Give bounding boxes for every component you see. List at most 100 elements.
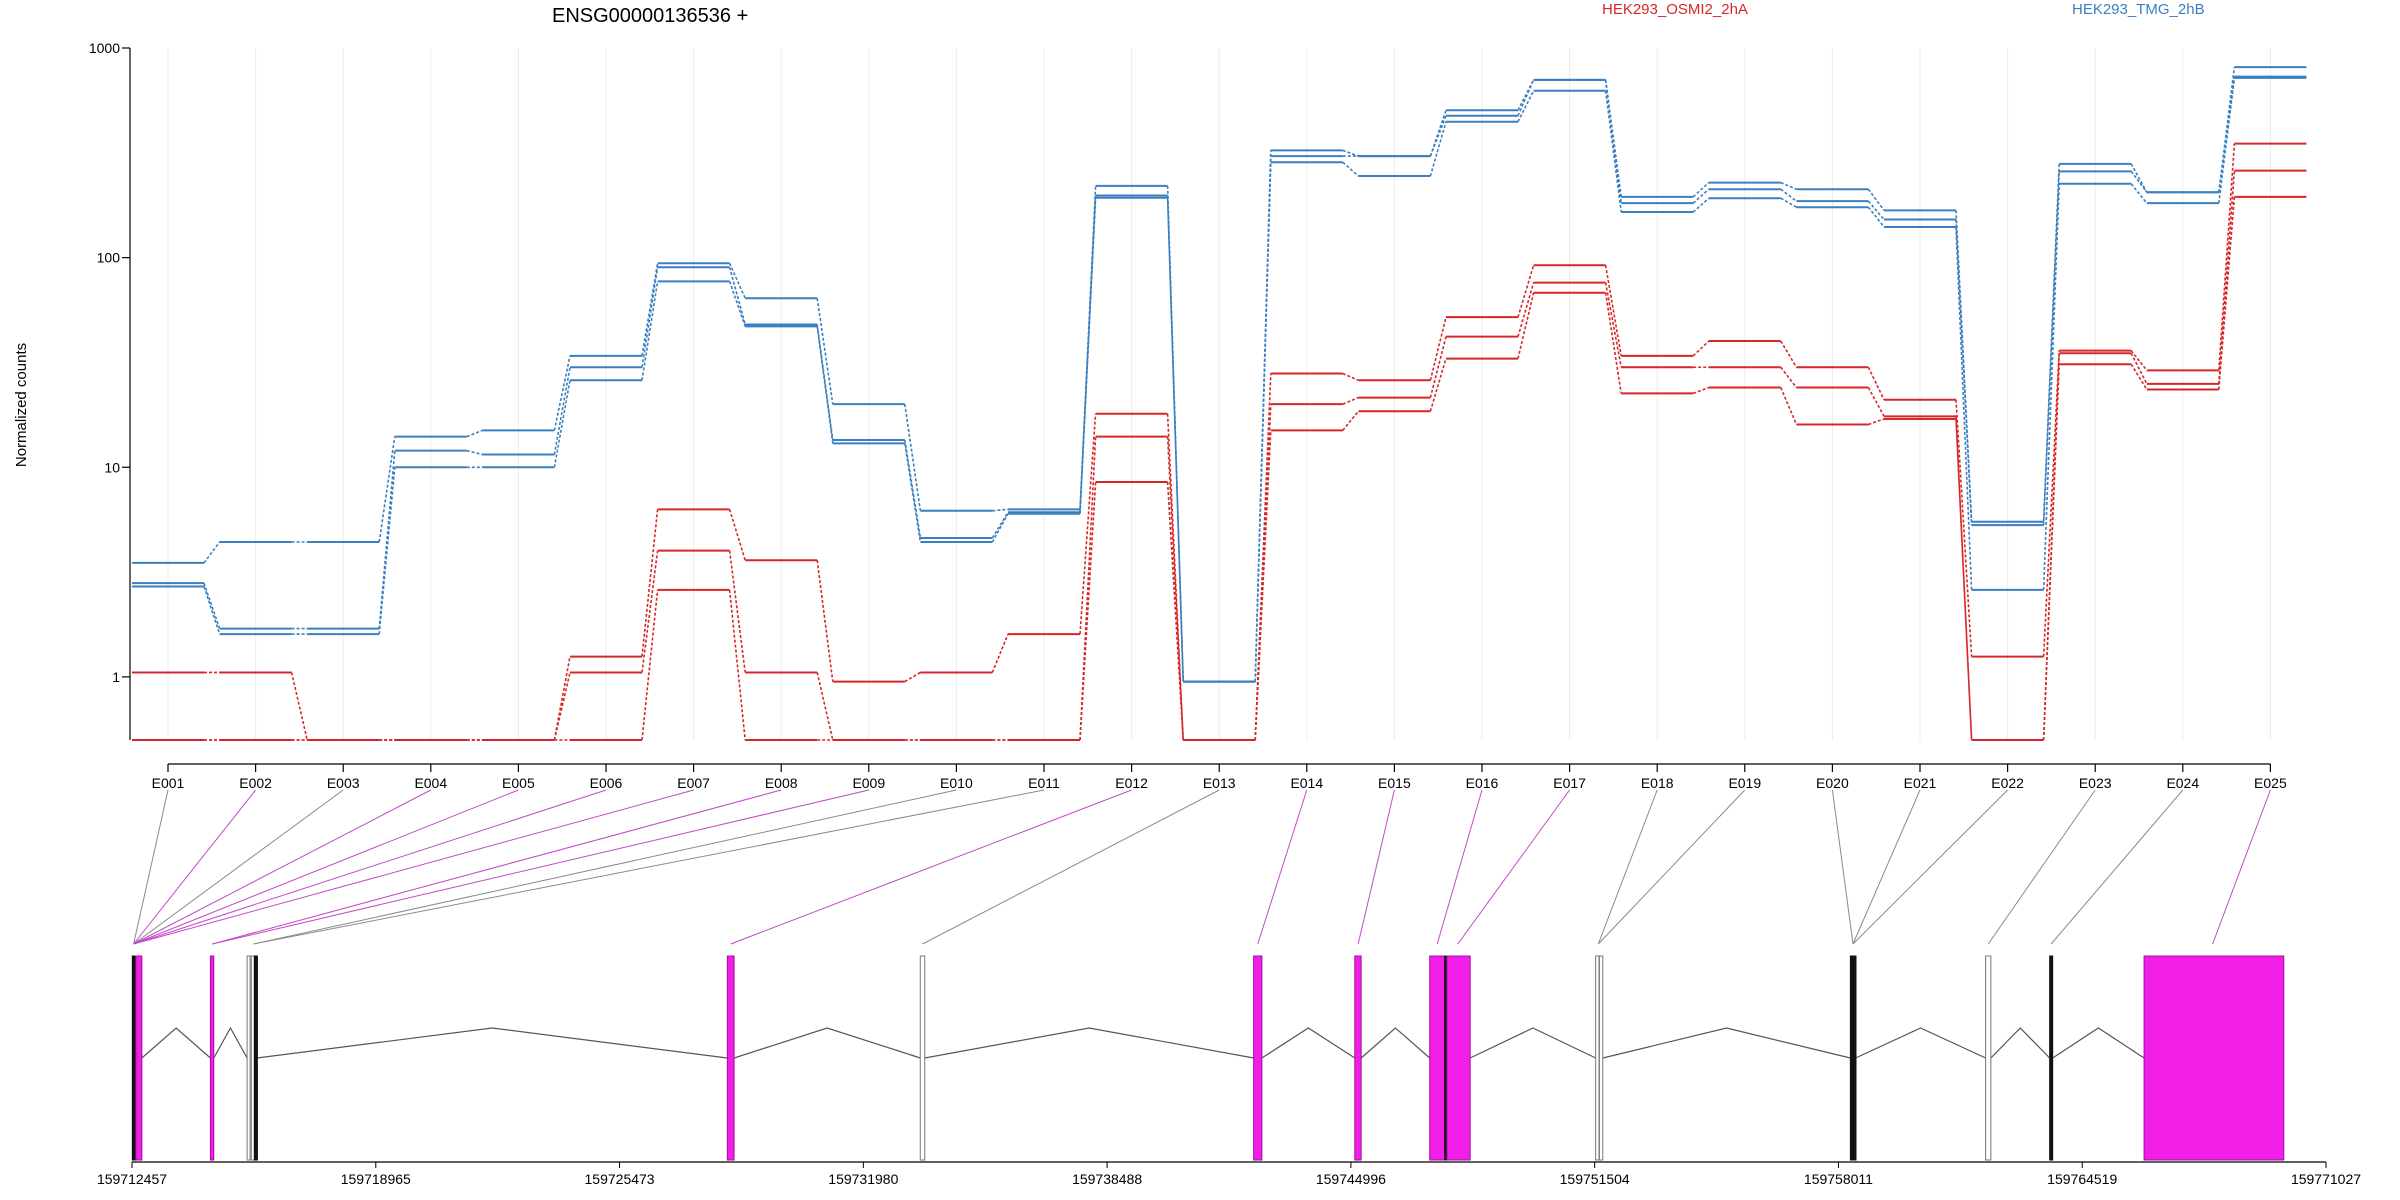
x-tick-label: E018 xyxy=(1641,775,1674,791)
exon-link xyxy=(1436,789,1483,945)
series-line xyxy=(132,195,2307,741)
connector-segment xyxy=(991,633,1009,673)
connector-segment xyxy=(203,541,221,564)
connector-segment xyxy=(2218,143,2236,371)
exon-link xyxy=(133,789,432,945)
y-axis-label: Normalized counts xyxy=(13,343,30,467)
exon-link xyxy=(253,789,1045,945)
connector-segment xyxy=(1955,399,1973,657)
x-tick-label: E015 xyxy=(1378,775,1411,791)
exon-box xyxy=(1852,955,1857,1161)
connector-segment xyxy=(641,281,659,381)
connector-segment xyxy=(1604,292,1622,394)
exon-box xyxy=(1595,955,1600,1161)
x-tick-label: E007 xyxy=(677,775,710,791)
connector-segment xyxy=(816,298,834,405)
x-tick-label: E013 xyxy=(1203,775,1236,791)
exon-link xyxy=(212,789,782,945)
genomic-tick-label: 159744996 xyxy=(1316,1171,1386,1187)
x-tick-label: E001 xyxy=(152,775,185,791)
series-line xyxy=(132,76,2307,683)
connector-segment xyxy=(1166,482,1184,741)
x-tick-label: E002 xyxy=(239,775,272,791)
connector-segment xyxy=(1604,265,1622,356)
genomic-axis: 159712457 159718965 159725473 159731980 1597… xyxy=(97,1161,2361,1187)
connector-segment xyxy=(1692,182,1710,198)
connector-segment xyxy=(904,439,922,539)
connector-segment xyxy=(2130,183,2148,204)
connector-segment xyxy=(1867,188,1885,211)
connector-segment xyxy=(1780,387,1798,425)
x-tick-label: E006 xyxy=(590,775,623,791)
x-tick-label: E019 xyxy=(1728,775,1761,791)
connector-segment xyxy=(1254,430,1272,741)
exon-link xyxy=(212,789,869,945)
connector-segment xyxy=(1780,188,1797,202)
connector-segment xyxy=(1780,181,1797,190)
legend-entry: HEK293_TMG_2hB xyxy=(2072,1,2205,18)
intron-line xyxy=(1261,1027,1356,1059)
connector-segment xyxy=(641,550,659,673)
connector-segment xyxy=(1429,336,1447,398)
connector-segment xyxy=(2042,183,2060,590)
genomic-tick-label: 159771027 xyxy=(2291,1171,2361,1187)
connector-segment xyxy=(1079,413,1097,635)
exon-link xyxy=(133,789,169,945)
x-tick-label: E025 xyxy=(2254,775,2287,791)
connector-segment xyxy=(1692,340,1710,357)
x-tick-label: E011 xyxy=(1028,775,1060,791)
connector-segment xyxy=(1867,366,1885,401)
x-tick-label: E010 xyxy=(940,775,973,791)
connector-segment xyxy=(1429,316,1447,381)
x-tick-label: E009 xyxy=(852,775,885,791)
exon-link xyxy=(133,789,256,945)
intron-line xyxy=(256,1027,728,1059)
connector-segment xyxy=(1079,482,1097,741)
exon-link xyxy=(1357,789,1395,945)
connector-segment xyxy=(1342,410,1360,431)
genomic-tick-label: 159731980 xyxy=(828,1171,898,1187)
legend-entry: HEK293_OSMI2_2hA xyxy=(1602,1,1748,18)
connector-segment xyxy=(1079,195,1097,513)
connector-segment xyxy=(641,509,659,657)
connector-segment xyxy=(992,508,1009,512)
exon-link xyxy=(133,789,607,945)
exon-link xyxy=(1831,789,1854,945)
x-tick-label: E021 xyxy=(1904,775,1937,791)
series-group xyxy=(132,66,2307,741)
connector-segment xyxy=(641,589,659,741)
connector-segment xyxy=(378,436,396,543)
genomic-tick-label: 159725473 xyxy=(585,1171,655,1187)
connector-segment xyxy=(1780,340,1798,368)
connector-segment xyxy=(1868,418,1885,426)
connector-segment xyxy=(1517,90,1535,123)
connector-segment xyxy=(904,404,922,511)
connector-segment xyxy=(728,550,746,673)
exon-link xyxy=(2050,789,2184,945)
genomic-tick-label: 159764519 xyxy=(2047,1171,2117,1187)
connector-segment xyxy=(2218,196,2236,390)
connector-segment xyxy=(2042,350,2060,657)
exon-box xyxy=(726,955,735,1161)
exon-box xyxy=(246,955,251,1161)
genomic-tick-label: 159712457 xyxy=(97,1171,167,1187)
genomic-tick-label: 159718965 xyxy=(341,1171,411,1187)
axes: 1 10 100 1000 E001 E002 E003 E004 E005 E006 E007 E0… xyxy=(89,40,2287,791)
exon-link xyxy=(730,789,1132,945)
exon-box xyxy=(2143,955,2285,1161)
connector-segment xyxy=(2042,171,2060,526)
exon-box xyxy=(1354,955,1362,1161)
connector-segment xyxy=(1517,79,1535,111)
connector-segment xyxy=(728,281,746,327)
exon-link xyxy=(253,789,957,945)
connector-segment xyxy=(1780,366,1798,389)
x-tick-label: E016 xyxy=(1466,775,1499,791)
connector-segment xyxy=(1429,121,1447,177)
connector-segment xyxy=(203,586,221,635)
exon-box xyxy=(2049,955,2054,1161)
connector-segment xyxy=(1342,149,1359,157)
exon-box xyxy=(253,955,258,1161)
connector-segment xyxy=(1342,161,1359,177)
intron-line xyxy=(2052,1027,2145,1059)
connector-segment xyxy=(290,672,308,741)
